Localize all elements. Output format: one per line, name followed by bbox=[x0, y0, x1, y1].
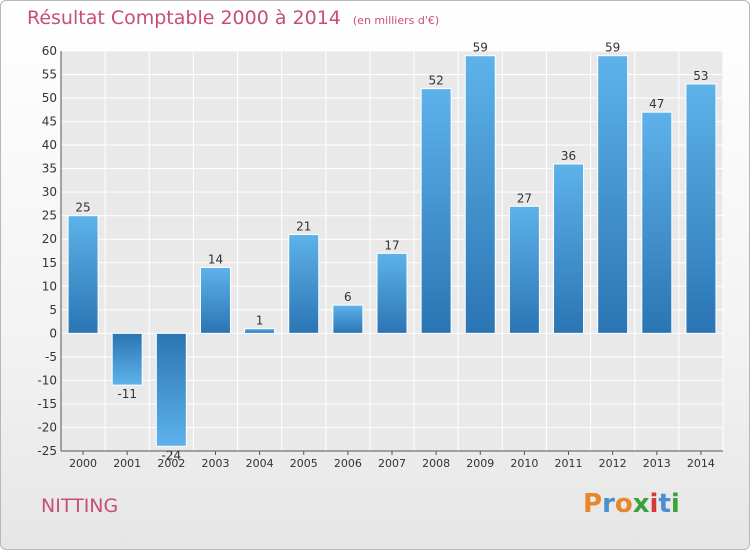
y-tick-label: -20 bbox=[37, 420, 57, 434]
bar-2013 bbox=[641, 111, 673, 334]
y-tick-label: 15 bbox=[42, 256, 57, 270]
bar-2003 bbox=[199, 266, 231, 334]
data-label: 47 bbox=[649, 97, 664, 111]
bar-2008 bbox=[420, 88, 452, 334]
data-label: 21 bbox=[296, 220, 311, 234]
y-tick-label: 45 bbox=[42, 115, 57, 129]
data-label: -11 bbox=[117, 387, 137, 401]
title-row: Résultat Comptable 2000 à 2014 (en milli… bbox=[27, 7, 439, 29]
x-tick-label: 2011 bbox=[555, 457, 583, 470]
logo-letter: r bbox=[602, 489, 615, 519]
x-tick-label: 2006 bbox=[334, 457, 362, 470]
logo-letter: i bbox=[649, 489, 659, 519]
data-label: -24 bbox=[162, 448, 182, 462]
bar-2006 bbox=[332, 304, 364, 334]
logo-letter: o bbox=[614, 489, 633, 519]
y-tick-label: 20 bbox=[42, 232, 57, 246]
y-tick-label: 50 bbox=[42, 91, 57, 105]
commune-name: NITTING bbox=[41, 495, 119, 517]
x-tick-label: 2000 bbox=[69, 457, 97, 470]
x-tick-label: 2008 bbox=[422, 457, 450, 470]
data-label: 17 bbox=[384, 238, 399, 252]
bar-2000 bbox=[67, 215, 99, 334]
y-tick-label: -25 bbox=[37, 444, 57, 458]
chart-subtitle: (en milliers d'€) bbox=[352, 14, 440, 27]
bar-2009 bbox=[464, 55, 496, 334]
bar-2011 bbox=[553, 163, 585, 334]
y-tick-label: 0 bbox=[49, 326, 57, 340]
bar-2005 bbox=[288, 234, 320, 334]
y-tick-label: -15 bbox=[37, 397, 57, 411]
x-tick-label: 2012 bbox=[599, 457, 627, 470]
y-tick-label: 40 bbox=[42, 138, 57, 152]
x-tick-label: 2004 bbox=[246, 457, 274, 470]
data-labels: 25 -11 -24 14 1 21 6 17 52 59 27 36 59 47 53 bbox=[75, 41, 708, 463]
data-label: 27 bbox=[517, 191, 532, 205]
bar-2010 bbox=[508, 205, 540, 334]
x-tick-label: 2002 bbox=[157, 457, 185, 470]
y-tick-label: 30 bbox=[42, 185, 57, 199]
y-tick-label: -10 bbox=[37, 373, 57, 387]
logo-letter: i bbox=[670, 489, 680, 519]
y-tick-label: 60 bbox=[42, 44, 57, 58]
logo-letter: x bbox=[632, 489, 650, 519]
y-tick-label: 35 bbox=[42, 162, 57, 176]
data-label: 52 bbox=[428, 74, 443, 88]
chart-title: Résultat Comptable 2000 à 2014 bbox=[27, 7, 341, 29]
x-tick-label: 2007 bbox=[378, 457, 406, 470]
data-label: 59 bbox=[473, 41, 488, 55]
axes: -25 -20 -15 -10 -5 0 5 10 15 20 25 30 35 40 45 50 55 60 20… bbox=[37, 44, 723, 470]
data-label: 1 bbox=[256, 314, 264, 328]
bar-2004 bbox=[244, 328, 276, 334]
data-label: 59 bbox=[605, 41, 620, 55]
y-tick-label: -5 bbox=[45, 350, 57, 364]
x-tick-label: 2009 bbox=[466, 457, 494, 470]
x-tick-label: 2013 bbox=[643, 457, 671, 470]
x-tick-label: 2010 bbox=[510, 457, 538, 470]
x-tick-label: 2014 bbox=[687, 457, 715, 470]
logo-letter: P bbox=[583, 489, 603, 519]
y-tick-label: 10 bbox=[42, 279, 57, 293]
x-tick-label: 2001 bbox=[113, 457, 141, 470]
bar-2012 bbox=[597, 55, 629, 334]
bar-2014 bbox=[685, 83, 717, 334]
y-tick-label: 55 bbox=[42, 68, 57, 82]
y-tick-label: 5 bbox=[49, 303, 57, 317]
bars bbox=[67, 55, 717, 447]
data-label: 6 bbox=[344, 290, 352, 304]
y-tick-label: 25 bbox=[42, 209, 57, 223]
data-label: 36 bbox=[561, 149, 576, 163]
proxiti-logo[interactable]: Proxiti bbox=[583, 489, 680, 519]
data-label: 53 bbox=[693, 69, 708, 83]
data-label: 25 bbox=[75, 201, 90, 215]
x-tick-label: 2005 bbox=[290, 457, 318, 470]
x-tick-label: 2003 bbox=[201, 457, 229, 470]
bar-2007 bbox=[376, 252, 408, 334]
data-label: 14 bbox=[208, 252, 223, 266]
bar-2001 bbox=[111, 332, 143, 386]
logo-letter: t bbox=[658, 489, 671, 519]
bar-2002 bbox=[155, 332, 187, 447]
